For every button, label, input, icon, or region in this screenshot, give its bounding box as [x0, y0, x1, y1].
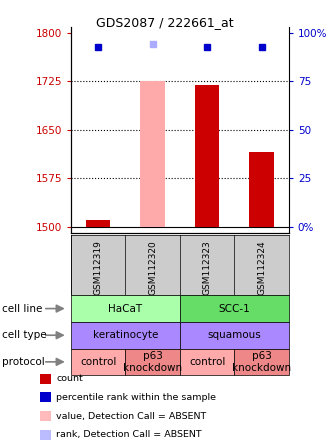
Text: keratinocyte: keratinocyte — [93, 330, 158, 340]
Text: protocol: protocol — [2, 357, 45, 367]
Text: GSM112320: GSM112320 — [148, 240, 157, 295]
Bar — [86, 220, 111, 226]
Text: SCC-1: SCC-1 — [218, 304, 250, 313]
Text: p63
knockdown: p63 knockdown — [123, 351, 182, 373]
Text: cell line: cell line — [2, 304, 42, 313]
Text: GDS2087 / 222661_at: GDS2087 / 222661_at — [96, 16, 234, 28]
Text: p63
knockdown: p63 knockdown — [232, 351, 291, 373]
Text: rank, Detection Call = ABSENT: rank, Detection Call = ABSENT — [56, 430, 202, 439]
Text: cell type: cell type — [2, 330, 46, 340]
Text: squamous: squamous — [208, 330, 261, 340]
Text: count: count — [56, 374, 83, 383]
Text: HaCaT: HaCaT — [108, 304, 143, 313]
Bar — [195, 85, 219, 226]
Text: GSM112323: GSM112323 — [203, 240, 212, 295]
Text: control: control — [189, 357, 225, 367]
Bar — [140, 82, 165, 226]
Text: control: control — [80, 357, 116, 367]
Bar — [249, 152, 274, 226]
Text: GSM112324: GSM112324 — [257, 240, 266, 295]
Text: GSM112319: GSM112319 — [94, 240, 103, 295]
Text: percentile rank within the sample: percentile rank within the sample — [56, 393, 216, 402]
Text: value, Detection Call = ABSENT: value, Detection Call = ABSENT — [56, 412, 206, 420]
